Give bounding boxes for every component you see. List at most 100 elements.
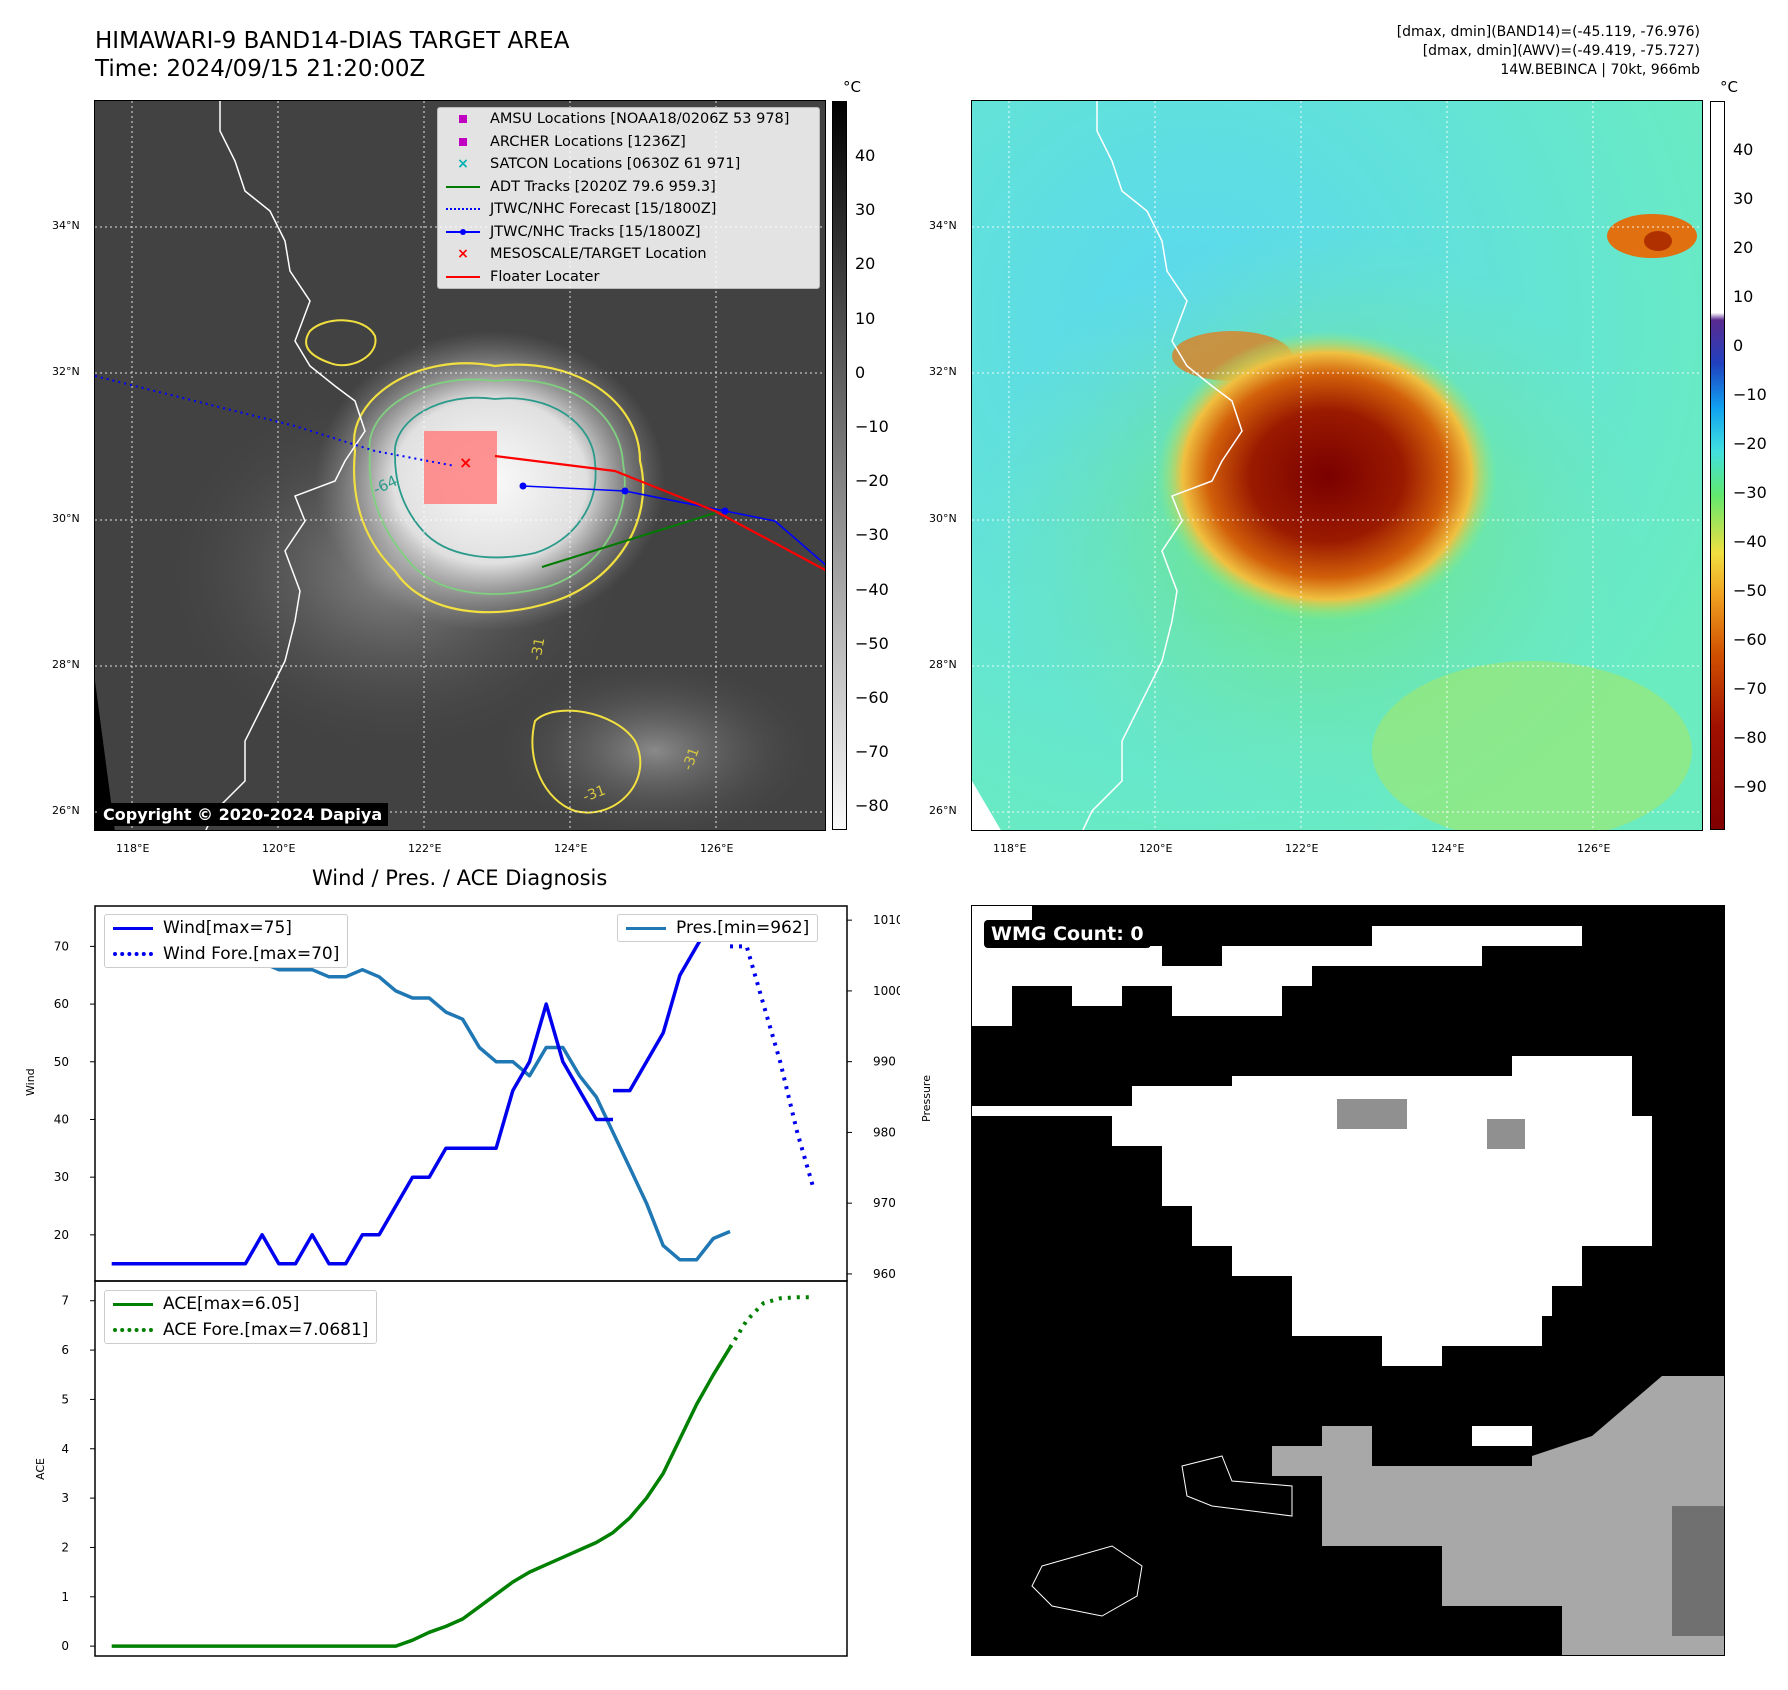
lon-label: 118°E: [993, 842, 1027, 855]
lat-label: 30°N: [52, 512, 80, 525]
colorbar-left-tick: −70: [855, 742, 889, 762]
wmg-coastline: [1181, 1455, 1293, 1517]
colorbar-left: [832, 101, 847, 830]
ace-tick-label: 3: [61, 1491, 69, 1505]
legend-label: Wind Fore.[max=70]: [163, 944, 340, 964]
ace-tick-label: 1: [61, 1590, 69, 1604]
colorbar-right-tick: −90: [1733, 777, 1767, 796]
colorbar-right-tick: −20: [1733, 434, 1767, 453]
wind-tick-label: 30: [54, 1170, 69, 1184]
colorbar-left-unit: °C: [843, 78, 861, 96]
colorbar-right-tick: 0: [1733, 336, 1744, 355]
colorbar-right-tick: −50: [1733, 581, 1767, 600]
pressure-line: [110, 918, 731, 1262]
colorbar-left-tick: −10: [855, 417, 889, 436]
wind-tick-label: 60: [54, 997, 69, 1011]
ace-tick-label: 4: [61, 1442, 69, 1456]
legend-jtwc-tracks: JTWC/NHC Tracks [15/1800Z]: [438, 221, 819, 244]
pressure-axis-label: Pressure: [920, 1075, 933, 1122]
wmg-white-core: [972, 1056, 1652, 1366]
info-storm: 14W.BEBINCA | 70kt, 966mb: [1500, 62, 1700, 78]
wind-line: [111, 1002, 613, 1266]
lon-label: 126°E: [1577, 842, 1611, 855]
wind-forecast-line: [730, 944, 816, 1190]
colorbar-left-tick: 20: [855, 254, 876, 274]
legend-label: SATCON Locations [0630Z 61 971]: [490, 156, 741, 173]
colorbar-left-tick: 10: [855, 308, 876, 328]
ir-map-panel: × -64 -31 -31 -31 AMSU Locations [NOAA18…: [94, 100, 826, 831]
pressure-tick-label: 960: [873, 1267, 896, 1281]
contour-yellow: [352, 362, 645, 614]
colorbar-right-tick: 10: [1733, 287, 1754, 306]
storm-core: [1157, 331, 1497, 621]
colorbar-left-tick: −40: [855, 579, 889, 599]
legend-label: MESOSCALE/TARGET Location: [490, 246, 707, 263]
colorbar-right-tick: −60: [1733, 630, 1767, 649]
colorbar-left-tick: 30: [855, 200, 876, 220]
wmg-white-north: [972, 906, 1582, 1026]
pressure-tick-label: 970: [873, 1196, 896, 1210]
lat-label: 28°N: [929, 658, 957, 671]
legend-label: Floater Locater: [490, 268, 600, 285]
lon-label: 120°E: [1139, 842, 1173, 855]
wind-tick-label: 40: [54, 1112, 69, 1126]
lon-label: 122°E: [1285, 842, 1319, 855]
ace-forecast-line: [728, 1295, 814, 1349]
color-ir-map: [972, 101, 1702, 830]
wmg-panel: WMG Count: 0: [971, 905, 1725, 1656]
legend-floater: Floater Locater: [438, 266, 819, 289]
legend-label: AMSU Locations [NOAA18/0206Z 53 978]: [490, 111, 790, 128]
colorbar-left-tick: 40: [855, 146, 876, 165]
ace-tick-label: 2: [61, 1540, 69, 1554]
wmg-gray-cell: [1337, 1099, 1407, 1129]
wind-legend: Wind[max=75] Wind Fore.[max=70]: [104, 914, 349, 968]
figure-title: HIMAWARI-9 BAND14-DIAS TARGET AREA: [95, 28, 570, 54]
pressure-tick-label: 1010: [873, 913, 900, 927]
legend-satcon: × SATCON Locations [0630Z 61 971]: [457, 156, 741, 173]
contour-teal: [394, 396, 597, 559]
legend-label: JTWC/NHC Tracks [15/1800Z]: [490, 223, 701, 240]
svg-text:×: ×: [459, 453, 472, 472]
adt-track: [541, 512, 716, 568]
colorbar-left-tick: 0: [855, 362, 866, 382]
lon-label: 126°E: [700, 842, 734, 855]
lat-label: 34°N: [929, 219, 957, 232]
colorbar-right: [1710, 101, 1725, 830]
coastline-right: [1082, 101, 1243, 830]
colorbar-right-tick: 30: [1733, 189, 1754, 208]
colorbar-right-tick: −30: [1733, 483, 1767, 502]
legend-adt: ADT Tracks [2020Z 79.6 959.3]: [438, 176, 819, 199]
legend-archer: ARCHER Locations [1236Z]: [438, 131, 819, 154]
ace-axis-label: ACE: [34, 1458, 47, 1480]
diagnosis-title: Wind / Pres. / ACE Diagnosis: [312, 866, 608, 890]
legend-label: ACE[max=6.05]: [163, 1294, 300, 1314]
ace-tick-label: 0: [61, 1639, 69, 1653]
copyright: Copyright © 2020-2024 Dapiya: [97, 803, 389, 826]
floater-track: [494, 454, 825, 572]
legend-wind: Wind[max=75]: [105, 915, 347, 941]
rainband-right: [1372, 661, 1692, 830]
ace-tick-label: 6: [61, 1343, 69, 1357]
legend-ace: ACE[max=6.05]: [105, 1291, 376, 1317]
wmg-count-badge: WMG Count: 0: [984, 920, 1151, 948]
colorbar-right-unit: °C: [1720, 78, 1738, 96]
legend-label: ACE Fore.[max=7.0681]: [163, 1320, 369, 1340]
map-legend: AMSU Locations [NOAA18/0206Z 53 978] ARC…: [437, 107, 820, 289]
floater-box: [424, 431, 497, 504]
legend-wind-forecast: Wind Fore.[max=70]: [105, 941, 347, 967]
legend-label: Wind[max=75]: [163, 918, 292, 938]
colorbar-right-tick: 20: [1733, 238, 1754, 257]
info-awv-range: [dmax, dmin](AWV)=(-49.419, -75.727): [1422, 43, 1700, 59]
colorbar-right-tick: −80: [1733, 728, 1767, 747]
wmg-gray-cell: [1487, 1119, 1525, 1149]
colorbar-right-tick: 40: [1733, 140, 1754, 159]
ne-cell-core: [1644, 231, 1672, 251]
lon-label: 120°E: [262, 842, 296, 855]
lat-label: 32°N: [929, 365, 957, 378]
lon-label: 118°E: [116, 842, 150, 855]
coastline: [205, 101, 366, 830]
color-ir-map-panel: [971, 100, 1703, 831]
wind-line: [613, 915, 730, 1093]
wmg-gray-region: [1272, 1376, 1724, 1655]
colorbar-left-tick: −80: [855, 796, 889, 816]
